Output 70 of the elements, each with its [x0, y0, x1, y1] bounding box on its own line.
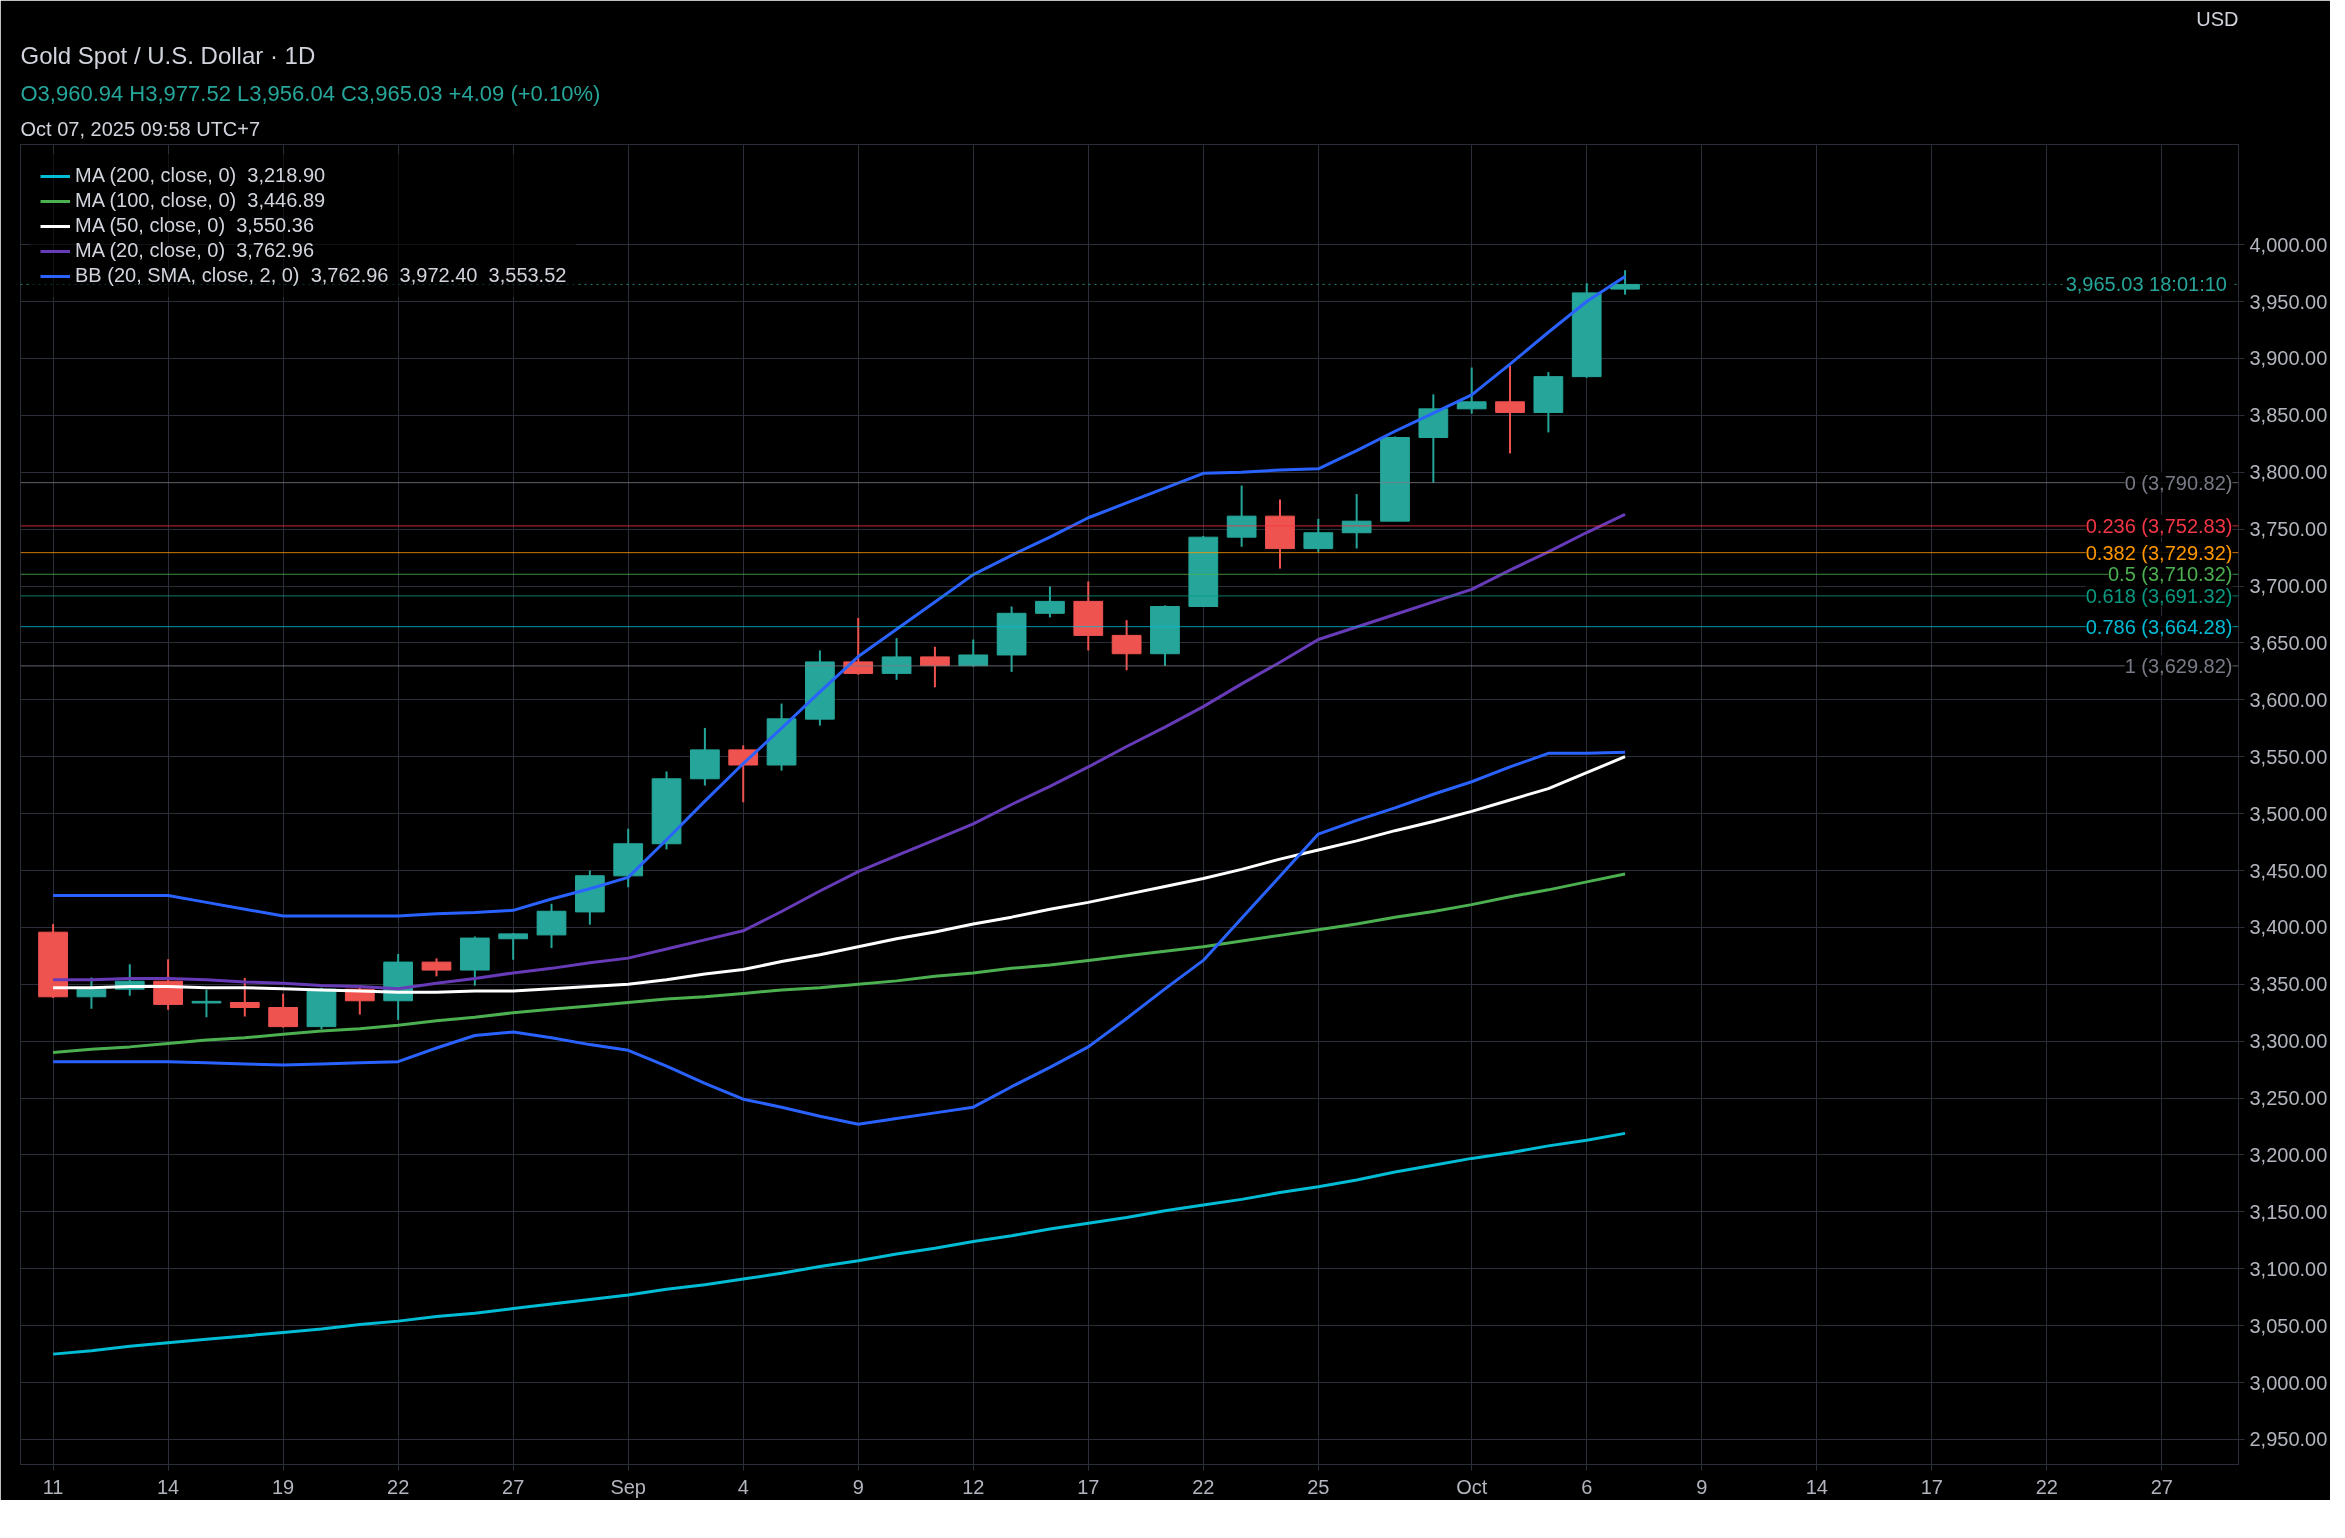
x-tick-label: 25 — [1307, 1475, 1330, 1498]
y-tick-label: 4,000.00 — [2249, 233, 2328, 256]
x-tick-label: 14 — [1805, 1475, 1828, 1498]
legend-label: MA (20, close, 0) 3,762.96 — [75, 239, 315, 262]
candlestick — [920, 645, 950, 689]
y-tick-label: 3,300.00 — [2249, 1030, 2328, 1053]
y-tick-label: 3,050.00 — [2249, 1314, 2328, 1337]
x-tick-label: 27 — [2150, 1475, 2173, 1498]
ref-line-label: 1 (3,629.82) — [2124, 654, 2233, 677]
candlestick — [191, 988, 222, 1019]
chart-subtitle: O3,960.94 H3,977.52 L3,956.04 C3,965.03 +4.09 (+0.10%) — [20, 80, 601, 106]
y-tick-label: 3,800.00 — [2249, 461, 2328, 484]
candlestick — [1456, 366, 1487, 415]
y-tick-label: 3,850.00 — [2249, 404, 2328, 427]
legend-label: MA (200, close, 0) 3,218.90 — [75, 164, 326, 187]
y-tick-label: 3,150.00 — [2249, 1200, 2328, 1223]
x-tick-label: 22 — [1192, 1475, 1215, 1498]
x-tick-label: 22 — [387, 1475, 410, 1498]
candlestick — [229, 977, 260, 1018]
ref-line-label: 3,965.03 18:01:10 — [2065, 273, 2227, 296]
ref-line-label: 0.5 (3,710.32) — [2107, 563, 2233, 586]
x-tick-label: 12 — [962, 1475, 985, 1498]
y-tick-label: 3,650.00 — [2249, 631, 2328, 654]
x-tick-label: 11 — [42, 1475, 64, 1498]
y-tick-label: 3,750.00 — [2249, 518, 2328, 541]
candlestick — [1495, 364, 1525, 455]
x-tick-label: 27 — [502, 1475, 525, 1498]
y-tick-label: 3,450.00 — [2249, 859, 2328, 882]
legend-label: MA (100, close, 0) 3,446.89 — [75, 189, 326, 212]
line-series — [51, 1131, 1627, 1356]
legend-label: BB (20, SMA, close, 2, 0) 3,762.96 3,972.40 3,553.52 — [75, 264, 567, 287]
x-tick-label: Oct — [1456, 1475, 1488, 1498]
line-series — [51, 512, 1627, 991]
x-tick-label: 9 — [1696, 1475, 1708, 1498]
x-tick-label: 6 — [1581, 1475, 1593, 1498]
y-tick-label: 3,250.00 — [2249, 1087, 2328, 1110]
candlestick — [498, 932, 529, 961]
x-tick-label: 9 — [852, 1475, 864, 1498]
y-tick-label: 3,350.00 — [2249, 973, 2328, 996]
y-tick-label: 3,700.00 — [2249, 575, 2328, 598]
ref-line-label: 0.618 (3,691.32) — [2085, 584, 2233, 607]
y-tick-label: 3,400.00 — [2249, 916, 2328, 939]
y-tick-label: 3,500.00 — [2249, 802, 2328, 825]
x-tick-label: 14 — [156, 1475, 180, 1498]
legend-label: MA (50, close, 0) 3,550.36 — [75, 214, 315, 237]
x-tick-label: Sep — [610, 1475, 646, 1498]
y-tick-label: 3,900.00 — [2249, 347, 2328, 370]
x-tick-label: 17 — [1077, 1475, 1100, 1498]
ref-line-label: 0.382 (3,729.32) — [2085, 541, 2233, 564]
x-tick-label: 22 — [2035, 1475, 2058, 1498]
ref-line-label: 0.786 (3,664.28) — [2085, 615, 2233, 638]
x-tick-label: 4 — [737, 1475, 749, 1498]
y-tick-label: 3,600.00 — [2249, 688, 2328, 711]
y-tick-label: 2,950.00 — [2249, 1428, 2328, 1451]
line-series — [51, 750, 1627, 1126]
text: Oct 07, 2025 09:58 UTC+7 — [20, 117, 261, 140]
y-tick-label: 3,950.00 — [2249, 290, 2328, 313]
y-tick-label: 3,550.00 — [2249, 745, 2328, 768]
ref-line-label: 0.236 (3,752.83) — [2085, 514, 2233, 537]
candlestick — [76, 976, 107, 1010]
text: USD — [2196, 7, 2239, 30]
chart-title: Gold Spot / U.S. Dollar · 1D — [20, 41, 316, 69]
line-series — [51, 755, 1627, 994]
y-tick-label: 3,200.00 — [2249, 1143, 2328, 1166]
y-tick-label: 3,100.00 — [2249, 1257, 2328, 1280]
y-tick-label: 3,000.00 — [2249, 1371, 2328, 1394]
x-tick-label: 19 — [272, 1475, 295, 1498]
line-series — [51, 872, 1627, 1055]
ref-line-label: 0 (3,790.82) — [2124, 471, 2233, 494]
x-tick-label: 17 — [1920, 1475, 1943, 1498]
